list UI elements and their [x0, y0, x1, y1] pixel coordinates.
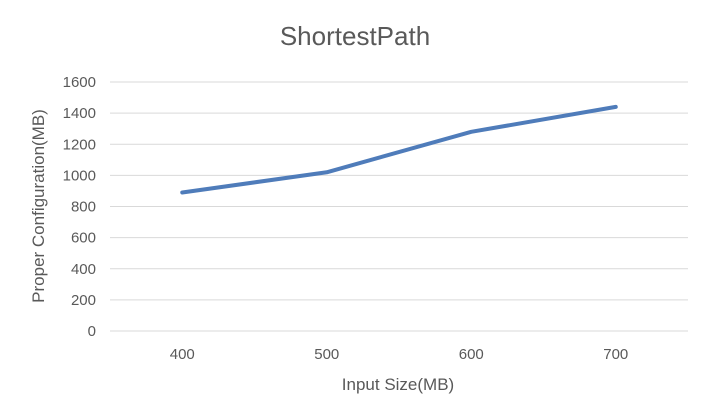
y-tick-label: 1600 [63, 74, 96, 91]
series-line [180, 104, 618, 195]
y-tick-label: 1400 [63, 105, 96, 122]
series-layer [180, 104, 618, 195]
y-tick-label: 0 [88, 323, 96, 340]
y-tick-label: 1000 [63, 167, 96, 184]
y-tick-label: 800 [71, 199, 96, 216]
y-tick-label: 1200 [63, 136, 96, 153]
y-axis-label: Proper Configuration(MB) [29, 109, 48, 303]
x-tick-label: 400 [170, 346, 195, 363]
x-tick-label: 700 [603, 346, 628, 363]
y-axis-ticks: 0 200 400 600 800 1000 1200 1400 1600 [63, 74, 96, 340]
x-tick-label: 500 [314, 346, 339, 363]
y-tick-label: 200 [71, 292, 96, 309]
chart-title: ShortestPath [280, 21, 430, 51]
x-axis-label: Input Size(MB) [342, 375, 454, 394]
gridlines [110, 81, 688, 332]
x-axis-ticks: 400 500 600 700 [170, 346, 629, 363]
x-tick-label: 600 [459, 346, 484, 363]
y-tick-label: 400 [71, 261, 96, 278]
y-tick-label: 600 [71, 230, 96, 247]
